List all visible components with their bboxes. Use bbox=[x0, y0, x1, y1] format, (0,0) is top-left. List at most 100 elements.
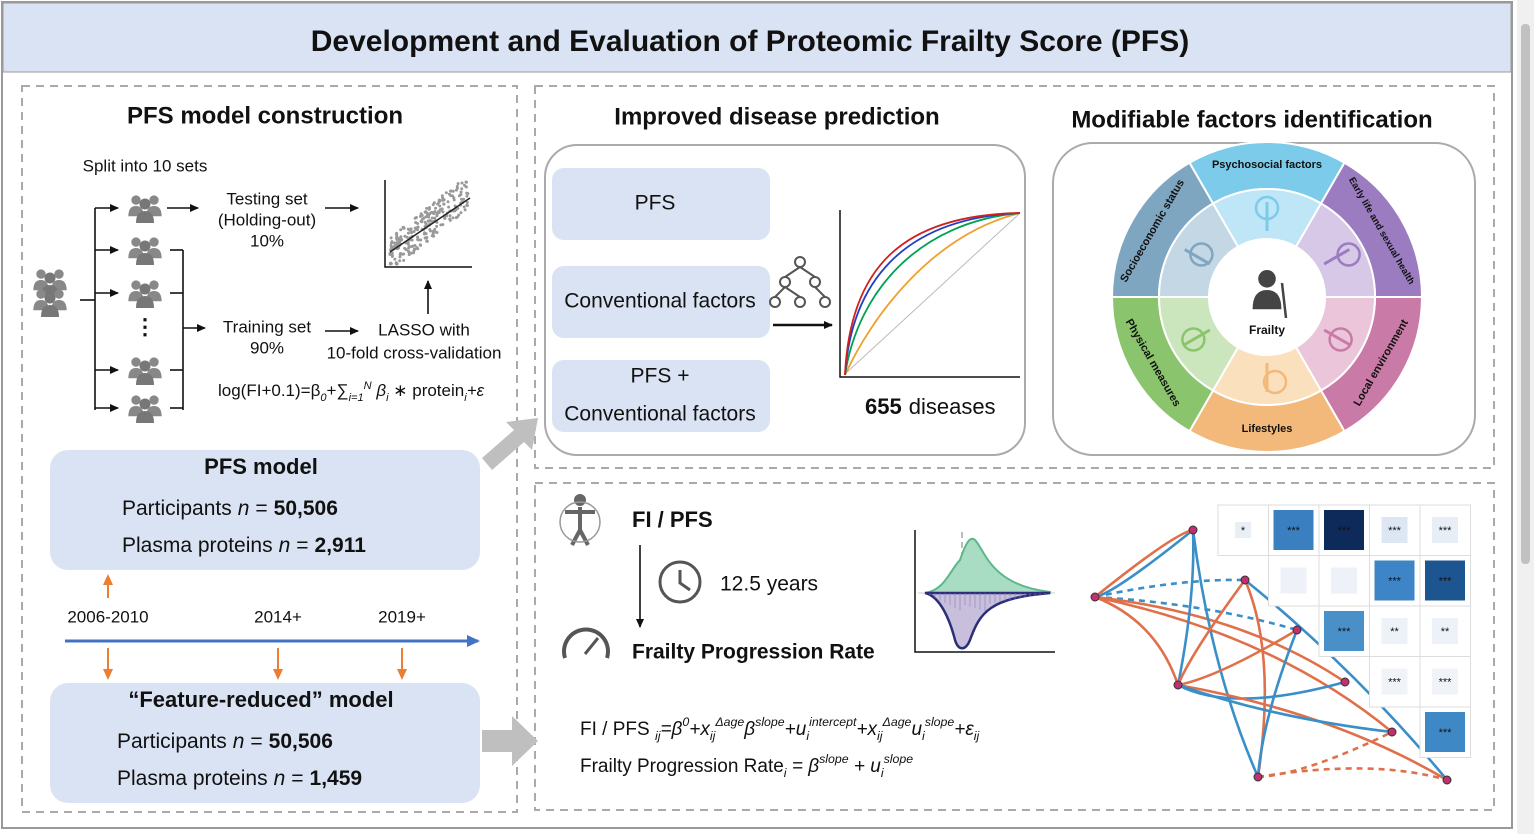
formula-part: +u bbox=[785, 719, 807, 740]
label: 10-fold cross-validation bbox=[327, 343, 502, 362]
network-edge bbox=[1176, 579, 1247, 686]
row-relation: = bbox=[255, 497, 267, 520]
scatter-dot bbox=[430, 216, 434, 220]
connector bbox=[1183, 328, 1211, 346]
label: Testing set bbox=[226, 189, 308, 208]
scroll-thumb[interactable] bbox=[1521, 24, 1530, 564]
scatter-dot bbox=[401, 225, 405, 229]
factor-icon bbox=[1328, 327, 1353, 352]
person-icon bbox=[41, 305, 59, 317]
person-icon bbox=[54, 269, 64, 279]
scatter-dot bbox=[437, 198, 441, 202]
row-symbol: n bbox=[279, 534, 291, 557]
heatmap-fill bbox=[1374, 560, 1415, 601]
scatter-dot bbox=[430, 210, 434, 214]
row-symbol: n bbox=[274, 767, 286, 790]
section-title: PFS model construction bbox=[127, 102, 403, 129]
scatter-dot bbox=[457, 194, 461, 198]
factor-icon bbox=[1189, 242, 1214, 267]
row-value: 1,459 bbox=[310, 767, 363, 790]
scatter-dot bbox=[388, 251, 392, 255]
scatter-dot bbox=[449, 189, 453, 193]
scatter-dot bbox=[448, 214, 452, 218]
formula-part: Δage bbox=[882, 715, 912, 729]
model-box bbox=[50, 683, 480, 803]
formula-part: u bbox=[911, 719, 922, 740]
heatmap-fill bbox=[1273, 510, 1314, 550]
scatter-dot bbox=[398, 239, 402, 243]
tree-edges bbox=[774, 266, 826, 298]
scatter-dot bbox=[398, 255, 402, 259]
heatmap-fill bbox=[1425, 712, 1465, 752]
formula-part: =β bbox=[660, 719, 682, 740]
formula-part: FI / PFS bbox=[580, 719, 655, 740]
formula-part: β bbox=[743, 719, 755, 740]
row-label: Plasma proteins bbox=[122, 534, 273, 557]
scatter-dot bbox=[406, 231, 410, 235]
label: PFS bbox=[635, 192, 676, 215]
heatmap-label: *** bbox=[1287, 525, 1301, 537]
count-number: 655 bbox=[865, 394, 902, 419]
label: Conventional factors bbox=[564, 290, 755, 313]
factor-icon bbox=[1254, 195, 1280, 221]
model-row: Plasma proteins n = 1,459 bbox=[117, 767, 362, 790]
scatter-dot bbox=[460, 181, 464, 185]
scatter-dot bbox=[451, 216, 455, 220]
connector bbox=[844, 212, 1021, 375]
scatter-dot bbox=[393, 257, 397, 261]
scatter-dot bbox=[462, 205, 466, 209]
scatter-dot bbox=[447, 205, 451, 209]
scatter-dot bbox=[419, 212, 423, 216]
label: “Feature-reduced” model bbox=[128, 687, 393, 712]
scatter-dot bbox=[462, 197, 466, 201]
connector bbox=[583, 637, 600, 655]
scatter-dot bbox=[414, 215, 418, 219]
scatter-dot bbox=[403, 234, 407, 238]
scatter-dot bbox=[455, 185, 459, 189]
scatter-dot bbox=[439, 223, 443, 227]
heatmap-label: ** bbox=[1441, 626, 1450, 638]
density-axes bbox=[914, 530, 1055, 653]
heatmap-fill bbox=[1425, 560, 1465, 601]
scatter-dot bbox=[437, 200, 441, 204]
scatter-dot bbox=[418, 243, 422, 247]
density-lower bbox=[924, 591, 1051, 650]
formula-part: i bbox=[464, 392, 467, 404]
scatter-dot bbox=[437, 211, 441, 215]
label: LASSO with bbox=[378, 320, 470, 339]
scatter-dot bbox=[413, 243, 417, 247]
row-label: Plasma proteins bbox=[117, 767, 268, 790]
ellipsis: ⋮ bbox=[134, 314, 156, 339]
scatter-dot bbox=[448, 217, 452, 221]
predictor-box bbox=[552, 168, 770, 240]
predictor-box bbox=[552, 360, 770, 432]
scatter-dot bbox=[390, 253, 394, 257]
person-icon bbox=[149, 237, 159, 247]
person-icon bbox=[131, 357, 141, 367]
scatter-dot bbox=[446, 200, 450, 204]
network-node bbox=[1292, 625, 1302, 635]
panels bbox=[21, 85, 1495, 813]
person-ring bbox=[559, 501, 601, 543]
formula-part: i bbox=[922, 729, 926, 743]
person-icon bbox=[36, 269, 46, 279]
formula-part: Frailty Progression Rate bbox=[580, 756, 784, 777]
network-edge bbox=[1191, 529, 1260, 778]
scatter-dot bbox=[389, 243, 393, 247]
scatter-dot bbox=[407, 253, 411, 257]
label: PFS model bbox=[204, 454, 318, 479]
formula-part: intercept bbox=[809, 715, 857, 729]
person-icon bbox=[1258, 270, 1276, 288]
person-icon bbox=[139, 398, 151, 410]
model-row: Participants n = 50,506 bbox=[117, 730, 333, 753]
network-edge bbox=[1094, 595, 1298, 632]
network-node bbox=[1240, 575, 1250, 585]
person-icon bbox=[139, 198, 151, 210]
scatter-dot bbox=[465, 200, 469, 204]
row-value: 2,911 bbox=[315, 534, 367, 557]
heatmap-label: *** bbox=[1388, 525, 1402, 537]
person-icon bbox=[149, 280, 159, 290]
connector bbox=[1280, 282, 1288, 319]
label: 90% bbox=[250, 338, 284, 357]
